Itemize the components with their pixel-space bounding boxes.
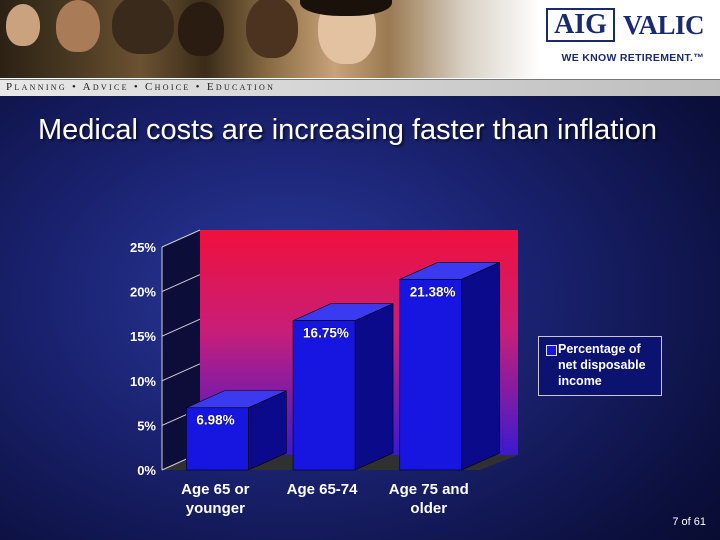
- y-tick-label: 5%: [137, 418, 156, 433]
- bar: [292, 320, 356, 471]
- y-gridline: [161, 229, 201, 248]
- header-banner: AIG VALIC WE KNOW RETIREMENT.™ Planning …: [0, 0, 720, 96]
- page-counter: 7 of 61: [672, 516, 706, 528]
- bar: [399, 278, 463, 471]
- valic-logo: VALIC: [622, 9, 705, 40]
- data-label: 21.38%: [410, 284, 456, 299]
- y-tick-label: 20%: [130, 285, 156, 300]
- x-tick-label: Age 65-74: [287, 481, 359, 498]
- tagline: WE KNOW RETIREMENT.™: [561, 52, 704, 64]
- y-gridline: [161, 363, 201, 382]
- data-label: 16.75%: [303, 326, 349, 341]
- brand-logo: AIG VALIC WE KNOW RETIREMENT.™: [524, 8, 705, 74]
- y-tick-label: 15%: [130, 329, 156, 344]
- y-gridline: [161, 274, 201, 293]
- x-tick-label: older: [410, 500, 447, 517]
- nav-text: Planning • Advice • Choice • Education: [6, 81, 276, 93]
- bar-side: [354, 303, 394, 471]
- y-tick-label: 0%: [137, 463, 156, 478]
- aig-logo: AIG: [546, 8, 615, 42]
- data-label: 6.98%: [196, 413, 234, 428]
- legend-swatch: [546, 345, 557, 356]
- bar: [186, 407, 249, 471]
- legend-label: Percentage of net disposable income: [558, 342, 646, 388]
- y-tick-label: 25%: [130, 240, 156, 255]
- nav-strip: Planning • Advice • Choice • Education: [0, 79, 720, 96]
- x-tick-label: Age 65 or: [181, 481, 250, 498]
- bar-side: [461, 261, 501, 471]
- y-gridline: [161, 318, 201, 337]
- header-photo: [0, 0, 540, 78]
- y-tick-label: 10%: [130, 374, 156, 389]
- chart-legend: Percentage of net disposable income: [538, 336, 662, 396]
- x-tick-label: younger: [186, 500, 245, 517]
- x-tick-label: Age 75 and: [389, 481, 469, 498]
- slide-title: Medical costs are increasing faster than…: [38, 114, 657, 146]
